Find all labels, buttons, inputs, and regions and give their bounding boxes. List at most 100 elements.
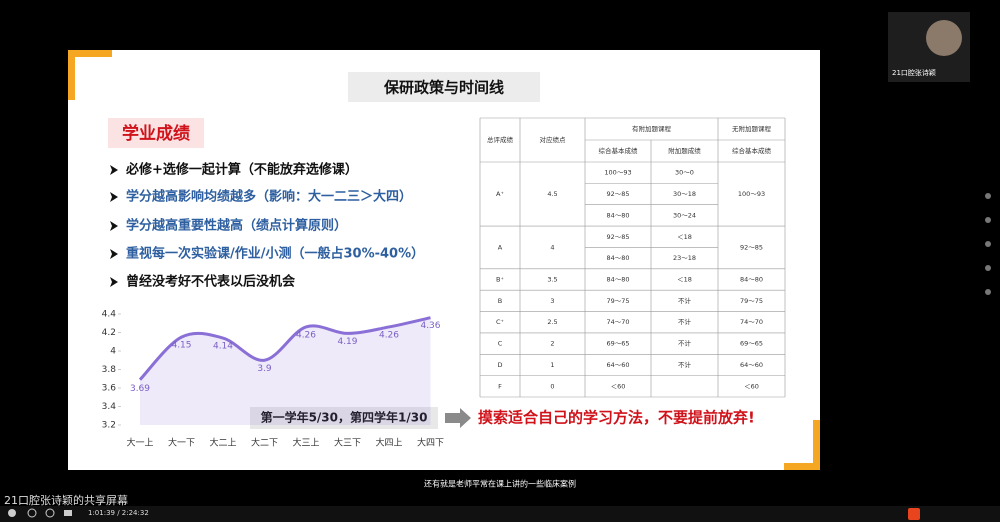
rewind-button[interactable] bbox=[27, 508, 37, 518]
table-cell: B bbox=[498, 297, 502, 305]
y-tick-label: 3.4 bbox=[102, 402, 117, 412]
table-cell: 2.5 bbox=[547, 318, 557, 326]
table-cell: 2 bbox=[550, 340, 554, 348]
x-tick-label: 大三上 bbox=[292, 437, 319, 449]
data-label: 4.36 bbox=[420, 321, 440, 331]
bullet-marker bbox=[110, 277, 118, 287]
x-tick-label: 大四下 bbox=[417, 437, 444, 449]
table-cell: 综合基本成绩 bbox=[732, 146, 772, 155]
data-label: 4.26 bbox=[379, 330, 399, 340]
table-cell: 69～65 bbox=[606, 340, 629, 348]
table-cell: ＜60 bbox=[744, 382, 759, 390]
table-cell: A bbox=[498, 243, 503, 251]
data-label: 3.9 bbox=[257, 364, 272, 374]
y-tick-label: 3.6 bbox=[102, 384, 117, 394]
x-tick-label: 大一上 bbox=[126, 437, 153, 449]
table-cell: ＜18 bbox=[677, 276, 692, 284]
slide-title: 保研政策与时间线 bbox=[383, 79, 504, 97]
note-box bbox=[250, 407, 438, 429]
toolbar-button[interactable] bbox=[985, 193, 991, 199]
toolbar-button[interactable] bbox=[985, 289, 991, 295]
note: 第一学年5/30，第四学年1/30 bbox=[261, 410, 428, 425]
table-cell: 84～80 bbox=[606, 276, 629, 284]
table-cell: 84～80 bbox=[740, 276, 763, 284]
table-cell: 92～85 bbox=[740, 243, 763, 251]
y-tick-label: 4.4 bbox=[102, 310, 117, 320]
toolbar-button[interactable] bbox=[985, 241, 991, 247]
play-button[interactable] bbox=[8, 509, 16, 517]
table-cell: 23～18 bbox=[673, 254, 696, 262]
data-label: 4.15 bbox=[171, 341, 191, 351]
table-cell: 74～70 bbox=[606, 318, 629, 326]
data-label: 4.26 bbox=[296, 330, 316, 340]
table-cell: 4 bbox=[550, 243, 554, 251]
y-tick-label: 3.2 bbox=[102, 421, 116, 431]
subtitle: 还有就是老师平常在课上讲的一些临床案例 bbox=[424, 479, 576, 489]
toolbar-button[interactable] bbox=[985, 217, 991, 223]
volume-button[interactable] bbox=[64, 510, 72, 516]
table-cell: 总评成绩 bbox=[487, 135, 514, 144]
bullets: 必修+选修一起计算（不能放弃选修课） 学分越高影响均绩越多（影响：大一二三＞大四）… bbox=[110, 162, 424, 290]
conclusion: 摸索适合自己的学习方法，不要提前放弃! bbox=[478, 409, 755, 427]
corner-decoration bbox=[68, 50, 112, 100]
data-label: 4.19 bbox=[337, 337, 357, 347]
table-cell: 0 bbox=[550, 382, 554, 390]
y-tick-label: 3.8 bbox=[102, 365, 117, 375]
table-cell: 64～60 bbox=[606, 361, 629, 369]
table-cell: ＜60 bbox=[611, 382, 626, 390]
x-tick-label: 大三下 bbox=[334, 437, 361, 449]
table-cell: 84～80 bbox=[606, 211, 629, 219]
table-cell: 综合基本成绩 bbox=[599, 146, 639, 155]
ime-icon[interactable] bbox=[908, 508, 920, 520]
bullet-marker bbox=[110, 221, 118, 231]
table-cell: 无附加题课程 bbox=[732, 124, 772, 133]
table-cell: 3 bbox=[550, 297, 554, 305]
table-cell: 不计 bbox=[678, 339, 692, 348]
data-label: 3.69 bbox=[130, 384, 150, 394]
table-cell: 1 bbox=[550, 361, 554, 369]
title-box bbox=[348, 72, 540, 102]
data-label: 4.14 bbox=[213, 342, 233, 352]
x-tick-label: 大一下 bbox=[168, 437, 195, 449]
y-tick-label: 4 bbox=[110, 347, 116, 357]
bullet-marker bbox=[110, 249, 118, 259]
toolbar-button[interactable] bbox=[985, 265, 991, 271]
table-cell: 不计 bbox=[678, 317, 692, 326]
table-cell: 79～75 bbox=[606, 297, 629, 305]
bullet-marker bbox=[110, 192, 118, 202]
table-cell: 74～70 bbox=[740, 318, 763, 326]
arrow bbox=[445, 408, 471, 428]
table-cell: 4.5 bbox=[547, 190, 557, 198]
section-box bbox=[108, 118, 204, 148]
table-cell: 30～24 bbox=[673, 211, 696, 219]
table-cell: 84～80 bbox=[606, 254, 629, 262]
x-tick-label: 大二下 bbox=[251, 437, 278, 449]
bullet-text: 重视每一次实验课/作业/小测（一般占30%-40%） bbox=[126, 246, 424, 262]
corner-decoration bbox=[784, 420, 820, 470]
table-cell: C bbox=[498, 340, 503, 348]
x-tick-label: 大二上 bbox=[209, 437, 236, 449]
table-cell: A⁺ bbox=[496, 190, 504, 198]
table-cell: 30～0 bbox=[675, 169, 694, 177]
y-tick-label: 4.2 bbox=[102, 328, 116, 338]
bullet-text: 学分越高重要性越高（绩点计算原则） bbox=[126, 218, 347, 234]
chart: 3.2 3.4 3.6 3.8 4 4.2 4.4 大一上 大一下 大二上 大二下 大三上 大三下 大四上… bbox=[102, 310, 444, 449]
table-cell: 有附加题课程 bbox=[632, 124, 672, 133]
table-cell: 30～18 bbox=[673, 190, 696, 198]
table-cell: 不计 bbox=[678, 360, 692, 369]
table-cell: C⁺ bbox=[496, 318, 504, 326]
table-cell: 3.5 bbox=[547, 276, 557, 284]
forward-button[interactable] bbox=[45, 508, 55, 518]
bullet-text: 必修+选修一起计算（不能放弃选修课） bbox=[125, 162, 358, 178]
bullet-marker bbox=[110, 165, 118, 175]
table-cell: 69～65 bbox=[740, 340, 763, 348]
table-cell: 92～85 bbox=[606, 233, 629, 241]
bullet-text: 曾经没考好不代表以后没机会 bbox=[126, 274, 296, 290]
webcam-name: 21口腔张诗颖 bbox=[892, 68, 936, 77]
table-cell: 附加题成绩 bbox=[668, 146, 701, 155]
table-cell: 100～93 bbox=[738, 190, 765, 198]
line bbox=[138, 316, 431, 381]
